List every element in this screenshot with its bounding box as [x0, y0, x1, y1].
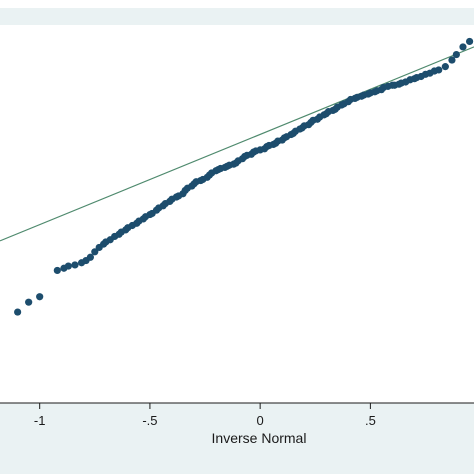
x-tick-label: -1 — [34, 413, 46, 428]
data-point — [452, 50, 460, 59]
data-point — [435, 66, 443, 74]
data-point — [71, 261, 79, 269]
top-band — [0, 0, 474, 8]
data-point — [53, 266, 61, 275]
data-point — [14, 308, 22, 316]
x-tick-label: -.5 — [142, 413, 157, 428]
x-tick-label: .5 — [365, 413, 376, 428]
data-point — [36, 293, 44, 301]
data-point — [25, 298, 33, 306]
reference-line-layer — [0, 46, 474, 242]
data-point — [459, 43, 467, 51]
data-point — [441, 63, 449, 71]
data-point — [465, 37, 474, 46]
data-point — [86, 253, 94, 261]
x-ticks: -1 -.5 0 .5 — [34, 403, 376, 428]
data-points-layer — [14, 37, 474, 316]
data-point — [91, 248, 99, 256]
x-axis-title: Inverse Normal — [212, 430, 307, 446]
data-point — [448, 56, 456, 64]
reference-line — [0, 46, 474, 242]
data-point — [64, 262, 72, 270]
x-tick-label: 0 — [257, 413, 264, 428]
